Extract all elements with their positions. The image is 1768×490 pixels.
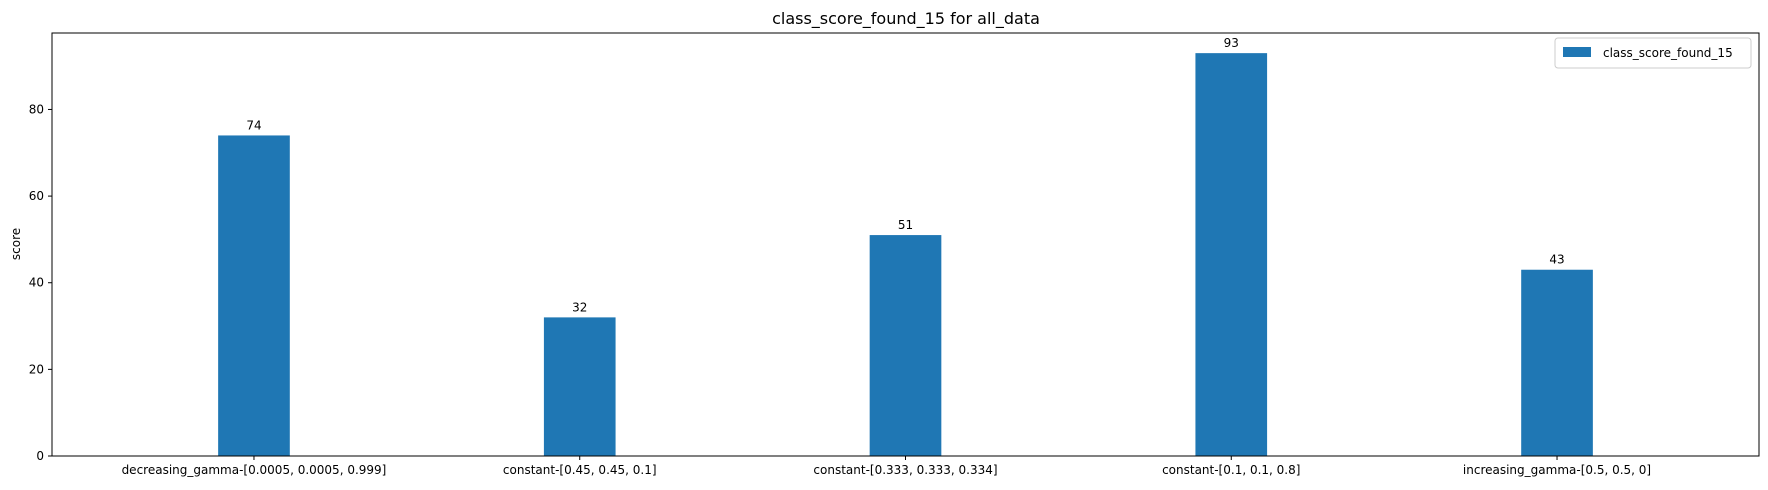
plot-frame: [51, 32, 1760, 457]
legend-swatch: [1563, 47, 1591, 57]
legend-box: [1554, 37, 1752, 69]
x-tick-label: constant-[0.333, 0.333, 0.334]: [813, 463, 997, 477]
bar-value-label: 93: [1224, 36, 1239, 50]
y-tick-label: 40: [29, 276, 44, 290]
bar: [1521, 269, 1593, 456]
legend-label: class_score_found_15: [1603, 46, 1733, 60]
bar-value-label: 74: [246, 118, 261, 132]
x-tick-label: constant-[0.45, 0.45, 0.1]: [503, 463, 657, 477]
chart-title: class_score_found_15 for all_data: [772, 9, 1040, 29]
bar: [543, 317, 616, 456]
bar-value-label: 43: [1549, 253, 1564, 267]
y-tick-label: 20: [29, 362, 44, 376]
y-tick-label: 60: [29, 189, 44, 203]
y-axis-label: score: [9, 228, 23, 260]
bar-value-label: 51: [898, 218, 913, 232]
data-labels-group: 74 32 51 93 43: [246, 36, 1564, 314]
legend: class_score_found_15: [1554, 37, 1752, 69]
bar: [869, 235, 942, 456]
bar: [1195, 53, 1268, 457]
x-tick-label: constant-[0.1, 0.1, 0.8]: [1162, 463, 1300, 477]
y-tick-label: 80: [29, 102, 44, 116]
y-tick-label: 0: [36, 449, 44, 463]
bar-value-label: 32: [572, 300, 587, 314]
y-axis: 0 20 40 60 80: [29, 102, 52, 463]
bar: [218, 135, 290, 456]
bars-group: [218, 53, 1593, 457]
x-tick-label: decreasing_gamma-[0.0005, 0.0005, 0.999]: [122, 463, 387, 477]
x-tick-label: increasing_gamma-[0.5, 0.5, 0]: [1463, 463, 1651, 477]
x-axis: decreasing_gamma-[0.0005, 0.0005, 0.999]…: [122, 456, 1651, 477]
